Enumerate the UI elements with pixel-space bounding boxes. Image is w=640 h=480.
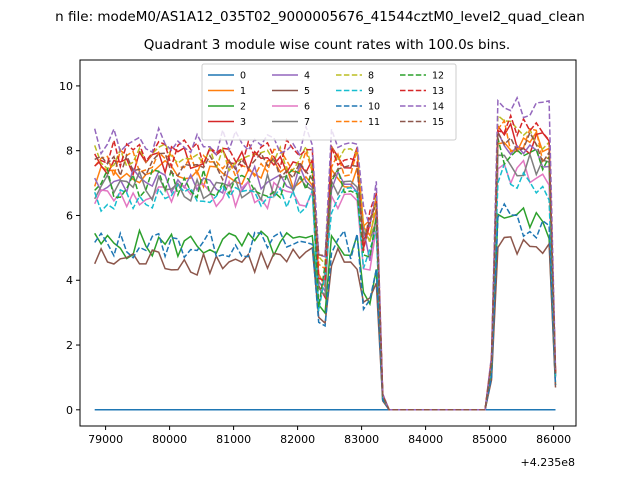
legend-label-11: 11 xyxy=(368,117,380,128)
y-tick-label: 4 xyxy=(66,274,73,287)
y-tick-label: 8 xyxy=(66,145,73,158)
plot-area: 79000 80000 81000 82000 83000 84000 85000 86000… xyxy=(59,59,577,446)
x-tick-label: 82000 xyxy=(280,433,315,446)
legend-label-4: 4 xyxy=(304,71,310,82)
legend-label-13: 13 xyxy=(432,86,444,97)
x-tick-label: 81000 xyxy=(216,433,251,446)
legend-label-5: 5 xyxy=(304,86,310,97)
x-tick-label: 79000 xyxy=(88,433,123,446)
legend-label-2: 2 xyxy=(240,102,246,113)
legend-label-3: 3 xyxy=(240,117,246,128)
series-line-14 xyxy=(93,95,557,411)
axes-frame xyxy=(79,59,577,427)
x-offset-text: +4.235e8 xyxy=(521,456,575,469)
y-tick-label: 2 xyxy=(66,339,73,352)
legend-label-10: 10 xyxy=(368,102,380,113)
legend-label-1: 1 xyxy=(240,86,246,97)
series-line-15 xyxy=(94,129,557,411)
x-tick-label: 84000 xyxy=(408,433,443,446)
legend-label-14: 14 xyxy=(432,102,444,113)
x-tick-label: 85000 xyxy=(472,433,507,446)
x-tick-label: 86000 xyxy=(536,433,571,446)
legend-label-15: 15 xyxy=(432,117,444,128)
y-tick-label: 10 xyxy=(59,80,73,93)
chart-title: Quadrant 3 module wise count rates with … xyxy=(144,37,510,53)
figure-suptitle: n file: modeM0/AS1A12_035T02_9000005676_… xyxy=(55,9,585,25)
legend-label-8: 8 xyxy=(368,71,374,82)
legend-label-12: 12 xyxy=(432,71,444,82)
x-tick-label: 83000 xyxy=(344,433,379,446)
series-line-12 xyxy=(94,137,557,411)
legend-label-9: 9 xyxy=(368,86,374,97)
y-tick-label: 6 xyxy=(66,209,73,222)
legend-label-6: 6 xyxy=(304,102,310,113)
y-tick-label: 0 xyxy=(66,404,73,417)
legend-label-7: 7 xyxy=(304,117,310,128)
x-tick-label: 80000 xyxy=(152,433,187,446)
legend-frame xyxy=(201,63,457,141)
legend-label-0: 0 xyxy=(240,71,246,82)
